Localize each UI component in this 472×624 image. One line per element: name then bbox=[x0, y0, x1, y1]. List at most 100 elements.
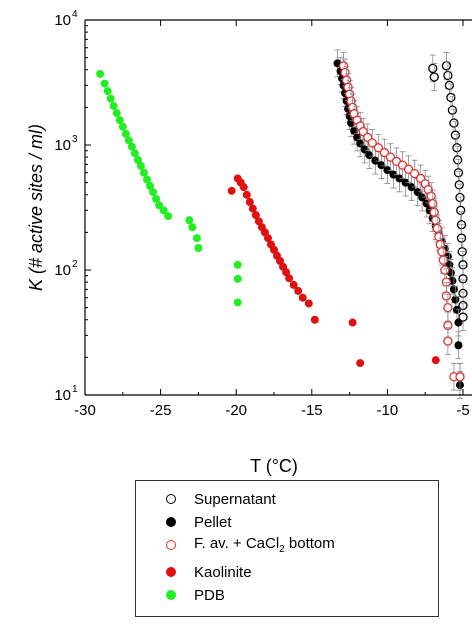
legend: Supernatant Pellet F. av. + CaCl2 bottom… bbox=[135, 480, 439, 617]
legend-label-subscript: 2 bbox=[279, 544, 285, 555]
data-point bbox=[112, 109, 121, 118]
data-point bbox=[383, 166, 392, 175]
y-tick-label: 10 bbox=[54, 387, 71, 404]
data-point bbox=[438, 255, 448, 265]
data-point bbox=[395, 174, 404, 183]
data-point bbox=[282, 268, 291, 277]
data-point bbox=[458, 312, 468, 322]
data-point bbox=[242, 190, 251, 199]
data-point bbox=[285, 274, 294, 283]
data-point bbox=[139, 168, 148, 177]
data-point bbox=[233, 274, 242, 283]
open-circle-red-icon bbox=[166, 540, 176, 550]
legend-item-pdb: PDB bbox=[146, 584, 225, 606]
legend-item-kaolinite: Kaolinite bbox=[146, 561, 252, 583]
data-point bbox=[389, 170, 398, 179]
data-point bbox=[441, 291, 452, 301]
data-point bbox=[449, 118, 459, 128]
legend-label-pdb: PDB bbox=[194, 586, 225, 604]
data-point bbox=[455, 192, 465, 203]
data-point bbox=[270, 245, 278, 254]
data-point bbox=[233, 260, 242, 269]
x-tick-label: -30 bbox=[74, 402, 96, 419]
filled-circle-red-icon bbox=[166, 567, 176, 577]
data-point bbox=[418, 193, 427, 202]
data-point bbox=[455, 372, 465, 382]
data-point bbox=[155, 201, 164, 210]
data-point bbox=[449, 285, 458, 294]
x-tick-label: -15 bbox=[301, 402, 323, 419]
data-point bbox=[239, 183, 248, 192]
y-tick-exponent: 4 bbox=[72, 9, 78, 20]
data-point bbox=[130, 149, 139, 158]
data-point bbox=[379, 147, 390, 158]
data-point bbox=[124, 136, 133, 145]
axes-layer: -30 -25 -20 -15 -10 -510 110 210 310 4 bbox=[54, 9, 472, 419]
data-point bbox=[367, 138, 377, 148]
data-point bbox=[133, 155, 142, 164]
data-point bbox=[192, 234, 201, 243]
data-point bbox=[373, 143, 383, 153]
data-point bbox=[115, 116, 124, 125]
data-point bbox=[350, 126, 359, 135]
filled-circle-black-icon bbox=[166, 517, 176, 527]
y-tick-label: 10 bbox=[54, 12, 71, 29]
data-point bbox=[431, 356, 440, 365]
data-point bbox=[356, 359, 365, 368]
data-point bbox=[227, 186, 236, 195]
data-point bbox=[413, 188, 422, 197]
x-tick-label: -5 bbox=[456, 402, 469, 419]
data-point bbox=[428, 63, 438, 74]
points-layer bbox=[96, 49, 468, 399]
data-point bbox=[245, 197, 254, 206]
data-point bbox=[454, 180, 464, 190]
data-point bbox=[409, 168, 420, 179]
data-point bbox=[371, 156, 380, 165]
y-tick-exponent: 3 bbox=[72, 134, 78, 145]
data-point bbox=[146, 181, 155, 190]
data-point bbox=[443, 70, 453, 81]
data-point bbox=[446, 92, 456, 103]
data-point bbox=[103, 87, 112, 96]
data-point bbox=[304, 299, 313, 308]
data-point bbox=[441, 61, 452, 71]
data-point bbox=[450, 130, 461, 140]
data-point bbox=[100, 79, 109, 88]
data-point bbox=[121, 129, 130, 138]
data-point bbox=[451, 295, 460, 304]
data-point bbox=[298, 293, 307, 302]
x-tick-label: -20 bbox=[225, 402, 247, 419]
series-2 bbox=[338, 52, 465, 391]
open-circle-black-icon bbox=[166, 494, 176, 504]
legend-label-pellet: Pellet bbox=[194, 513, 232, 531]
data-point bbox=[440, 265, 450, 275]
data-point bbox=[407, 183, 416, 192]
data-point bbox=[164, 212, 173, 221]
data-point bbox=[251, 211, 260, 220]
data-point bbox=[452, 305, 461, 314]
legend-item-supernatant: Supernatant bbox=[146, 488, 276, 510]
legend-label-f-av: F. av. + CaCl2 bottom bbox=[194, 535, 335, 555]
data-point bbox=[403, 164, 414, 174]
data-point bbox=[294, 286, 303, 295]
data-point bbox=[118, 122, 127, 131]
y-tick-exponent: 1 bbox=[72, 384, 78, 395]
data-point bbox=[360, 145, 369, 154]
data-point bbox=[437, 247, 447, 257]
data-point bbox=[456, 205, 466, 216]
data-point bbox=[248, 204, 257, 213]
y-tick-label: 10 bbox=[54, 262, 71, 279]
x-tick-label: -10 bbox=[377, 402, 399, 419]
data-point bbox=[453, 155, 463, 165]
y-tick-exponent: 2 bbox=[72, 259, 78, 270]
data-point bbox=[310, 315, 319, 324]
data-point bbox=[159, 206, 168, 215]
data-point bbox=[401, 178, 410, 187]
data-point bbox=[194, 243, 203, 252]
data-point bbox=[443, 336, 453, 346]
data-point bbox=[447, 105, 458, 115]
data-point bbox=[453, 168, 464, 178]
data-point bbox=[263, 234, 272, 243]
data-point bbox=[106, 94, 115, 103]
